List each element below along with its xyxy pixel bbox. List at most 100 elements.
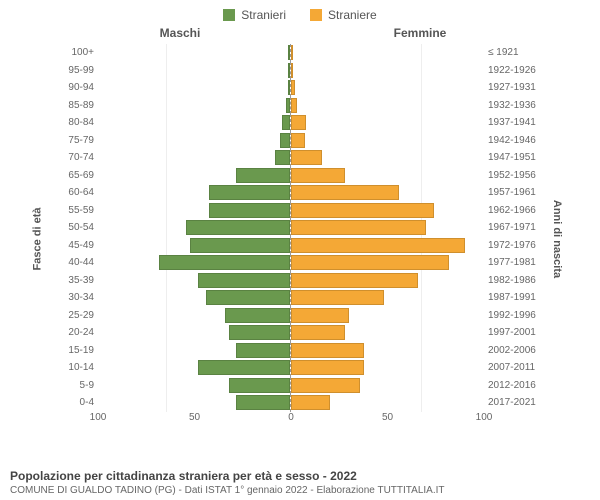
age-label: 15-19 [60, 345, 98, 356]
pyramid-row: 0-42017-2021 [60, 394, 536, 412]
male-half [98, 377, 291, 395]
bar-area [98, 359, 484, 377]
x-axis-tick: 100 [90, 412, 107, 423]
legend-item-male: Stranieri [223, 8, 286, 22]
birth-year-label: 1932-1936 [484, 100, 536, 111]
male-bar [282, 115, 290, 130]
female-half [291, 167, 484, 185]
male-half [98, 394, 291, 412]
age-label: 45-49 [60, 240, 98, 251]
female-half [291, 132, 484, 150]
pyramid-row: 25-291992-1996 [60, 307, 536, 325]
y-axis-label-left: Fasce di età [31, 208, 43, 271]
age-label: 35-39 [60, 275, 98, 286]
birth-year-label: 2017-2021 [484, 397, 536, 408]
age-label: 70-74 [60, 152, 98, 163]
x-axis-tick: 50 [189, 412, 200, 423]
chart-subtitle: COMUNE DI GUALDO TADINO (PG) - Dati ISTA… [10, 485, 590, 496]
female-bar [291, 45, 293, 60]
bar-area [98, 202, 484, 220]
legend-swatch-male [223, 9, 235, 21]
male-bar [198, 360, 290, 375]
female-bar [291, 63, 293, 78]
male-bar [288, 45, 290, 60]
male-bar [286, 98, 290, 113]
female-bar [291, 308, 349, 323]
male-bar [275, 150, 290, 165]
legend-item-female: Straniere [310, 8, 377, 22]
x-axis-tick: 50 [382, 412, 393, 423]
male-bar [209, 203, 290, 218]
female-half [291, 202, 484, 220]
male-half [98, 202, 291, 220]
female-half [291, 97, 484, 115]
male-half [98, 219, 291, 237]
male-bar [236, 168, 290, 183]
male-bar [288, 63, 290, 78]
header-male: Maschi [0, 26, 300, 40]
pyramid-row: 95-991922-1926 [60, 62, 536, 80]
female-half [291, 342, 484, 360]
pyramid-row: 10-142007-2011 [60, 359, 536, 377]
birth-year-label: 1987-1991 [484, 292, 536, 303]
female-bar [291, 273, 418, 288]
female-bar [291, 80, 295, 95]
bar-area [98, 377, 484, 395]
pyramid-row: 30-34 1987-1991 [60, 289, 536, 307]
birth-year-label: 1927-1931 [484, 82, 536, 93]
male-bar [209, 185, 290, 200]
female-half [291, 254, 484, 272]
pyramid-row: 60-641957-1961 [60, 184, 536, 202]
bar-area [98, 342, 484, 360]
birth-year-label: 1967-1971 [484, 222, 536, 233]
female-bar [291, 115, 306, 130]
bar-area [98, 307, 484, 325]
pyramid-row: 85-891932-1936 [60, 97, 536, 115]
bar-area [98, 132, 484, 150]
legend-label-male: Stranieri [241, 8, 286, 22]
male-half [98, 324, 291, 342]
pyramid-row: 50-541967-1971 [60, 219, 536, 237]
bar-area [98, 149, 484, 167]
age-label: 80-84 [60, 117, 98, 128]
birth-year-label: ≤ 1921 [484, 47, 536, 58]
pyramid-row: 5-92012-2016 [60, 377, 536, 395]
male-bar [186, 220, 290, 235]
male-bar [229, 325, 290, 340]
bar-area [98, 114, 484, 132]
female-half [291, 237, 484, 255]
male-half [98, 272, 291, 290]
male-bar [198, 273, 290, 288]
pyramid-row: 70-741947-1951 [60, 149, 536, 167]
age-label: 25-29 [60, 310, 98, 321]
bar-area [98, 219, 484, 237]
male-half [98, 254, 291, 272]
female-half [291, 289, 484, 307]
female-half [291, 359, 484, 377]
age-label: 100+ [60, 47, 98, 58]
female-half [291, 44, 484, 62]
age-label: 30-34 [60, 292, 98, 303]
male-bar [236, 395, 290, 410]
birth-year-label: 1942-1946 [484, 135, 536, 146]
birth-year-label: 1937-1941 [484, 117, 536, 128]
female-half [291, 114, 484, 132]
female-bar [291, 133, 305, 148]
header-female: Femmine [300, 26, 600, 40]
female-bar [291, 378, 360, 393]
female-half [291, 272, 484, 290]
female-bar [291, 185, 399, 200]
birth-year-label: 1962-1966 [484, 205, 536, 216]
x-axis: 10050050100 [60, 412, 536, 434]
male-bar [229, 378, 290, 393]
bar-area [98, 79, 484, 97]
female-bar [291, 150, 322, 165]
female-bar [291, 98, 297, 113]
birth-year-label: 1957-1961 [484, 187, 536, 198]
female-half [291, 377, 484, 395]
pyramid-row: 80-84 1937-1941 [60, 114, 536, 132]
bar-area [98, 272, 484, 290]
bar-area [98, 184, 484, 202]
bar-area [98, 254, 484, 272]
pyramid-row: 40-441977-1981 [60, 254, 536, 272]
